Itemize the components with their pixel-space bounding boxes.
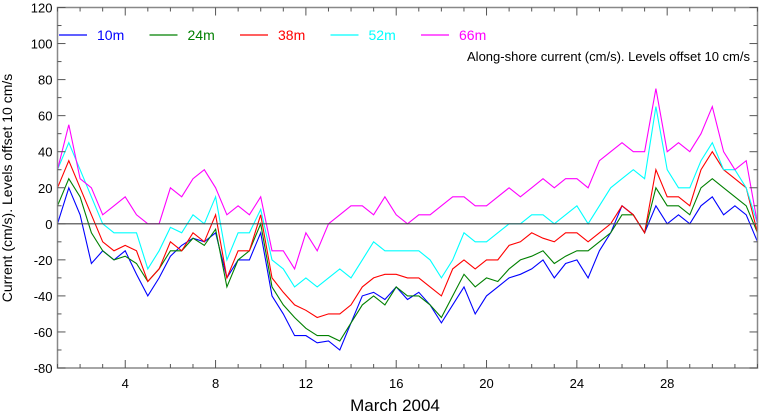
legend-label-10m: 10m	[97, 27, 124, 43]
chart-title: Along-shore current (cm/s). Levels offse…	[467, 49, 750, 64]
x-tick-label: 24	[570, 376, 584, 391]
x-tick-label: 20	[479, 376, 493, 391]
plot-marks: 4 8 12 16 20 24 28 -80 -60 -40 -20 0 20 40 60 80 100 120	[31, 1, 759, 391]
legend: 10m 24m 38m 52m 66m	[59, 27, 486, 43]
y-tick-label: 100	[31, 37, 53, 52]
x-tick-label: 28	[660, 376, 674, 391]
series-line-66m	[56, 88, 759, 271]
y-tick-label: -40	[34, 289, 53, 304]
series-line-52m	[56, 106, 759, 288]
y-tick-label: 60	[38, 109, 52, 124]
x-tick-label: 12	[299, 376, 313, 391]
legend-label-24m: 24m	[188, 27, 215, 43]
series-line-38m	[56, 150, 759, 319]
x-tick-label: 4	[122, 376, 129, 391]
y-tick-label: 40	[38, 145, 52, 160]
x-axis-label: March 2004	[350, 396, 440, 414]
y-tick-label: 80	[38, 73, 52, 88]
legend-label-38m: 38m	[278, 27, 305, 43]
y-tick-label: 20	[38, 181, 52, 196]
y-axis-label: Current (cm/s). Levels offset 10 cm/s	[0, 74, 15, 302]
y-tick-label: -80	[34, 361, 53, 376]
y-tick-label: 120	[31, 1, 53, 16]
legend-label-52m: 52m	[369, 27, 396, 43]
legend-label-66m: 66m	[459, 27, 486, 43]
y-tick-label: -20	[34, 253, 53, 268]
y-tick-label: 0	[45, 217, 52, 232]
y-tick-label: -60	[34, 325, 53, 340]
x-tick-label: 16	[389, 376, 403, 391]
x-tick-label: 8	[212, 376, 219, 391]
